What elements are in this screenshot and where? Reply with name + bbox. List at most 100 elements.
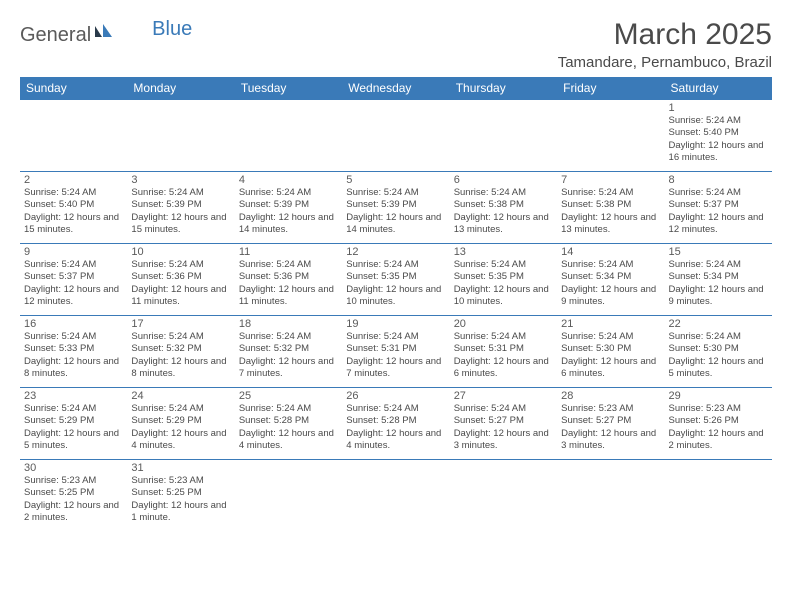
day-number: 10 xyxy=(131,246,230,258)
day-info: Sunrise: 5:24 AMSunset: 5:36 PMDaylight:… xyxy=(239,259,338,308)
day-number: 18 xyxy=(239,318,338,330)
calendar-row: 2Sunrise: 5:24 AMSunset: 5:40 PMDaylight… xyxy=(20,172,772,244)
day-number: 29 xyxy=(669,390,768,402)
day-number: 12 xyxy=(346,246,445,258)
calendar-cell: 13Sunrise: 5:24 AMSunset: 5:35 PMDayligh… xyxy=(450,244,557,316)
day-number: 26 xyxy=(346,390,445,402)
month-title: March 2025 xyxy=(558,18,772,52)
calendar-row: 1Sunrise: 5:24 AMSunset: 5:40 PMDaylight… xyxy=(20,100,772,172)
day-info: Sunrise: 5:24 AMSunset: 5:31 PMDaylight:… xyxy=(346,331,445,380)
day-number: 16 xyxy=(24,318,123,330)
day-info: Sunrise: 5:24 AMSunset: 5:40 PMDaylight:… xyxy=(669,115,768,164)
calendar-cell: 20Sunrise: 5:24 AMSunset: 5:31 PMDayligh… xyxy=(450,316,557,388)
calendar-cell xyxy=(342,460,449,532)
day-header: Sunday xyxy=(20,77,127,100)
title-block: March 2025 Tamandare, Pernambuco, Brazil xyxy=(558,18,772,71)
location: Tamandare, Pernambuco, Brazil xyxy=(558,54,772,71)
day-number: 5 xyxy=(346,174,445,186)
calendar-cell: 19Sunrise: 5:24 AMSunset: 5:31 PMDayligh… xyxy=(342,316,449,388)
day-number: 9 xyxy=(24,246,123,258)
calendar-cell: 18Sunrise: 5:24 AMSunset: 5:32 PMDayligh… xyxy=(235,316,342,388)
calendar-cell xyxy=(665,460,772,532)
calendar-cell: 10Sunrise: 5:24 AMSunset: 5:36 PMDayligh… xyxy=(127,244,234,316)
calendar-cell: 3Sunrise: 5:24 AMSunset: 5:39 PMDaylight… xyxy=(127,172,234,244)
calendar-cell xyxy=(235,460,342,532)
header: GeneralBlue March 2025 Tamandare, Pernam… xyxy=(20,18,772,71)
calendar-cell: 17Sunrise: 5:24 AMSunset: 5:32 PMDayligh… xyxy=(127,316,234,388)
day-info: Sunrise: 5:24 AMSunset: 5:40 PMDaylight:… xyxy=(24,187,123,236)
day-info: Sunrise: 5:24 AMSunset: 5:28 PMDaylight:… xyxy=(346,403,445,452)
day-info: Sunrise: 5:24 AMSunset: 5:28 PMDaylight:… xyxy=(239,403,338,452)
day-header: Tuesday xyxy=(235,77,342,100)
day-header: Friday xyxy=(557,77,664,100)
calendar-table: SundayMondayTuesdayWednesdayThursdayFrid… xyxy=(20,77,772,532)
day-number: 1 xyxy=(669,102,768,114)
day-number: 6 xyxy=(454,174,553,186)
day-header: Saturday xyxy=(665,77,772,100)
day-info: Sunrise: 5:24 AMSunset: 5:32 PMDaylight:… xyxy=(239,331,338,380)
day-number: 27 xyxy=(454,390,553,402)
calendar-cell: 16Sunrise: 5:24 AMSunset: 5:33 PMDayligh… xyxy=(20,316,127,388)
calendar-cell xyxy=(450,100,557,172)
day-header: Wednesday xyxy=(342,77,449,100)
day-number: 4 xyxy=(239,174,338,186)
day-info: Sunrise: 5:24 AMSunset: 5:32 PMDaylight:… xyxy=(131,331,230,380)
day-number: 30 xyxy=(24,462,123,474)
day-info: Sunrise: 5:23 AMSunset: 5:25 PMDaylight:… xyxy=(131,475,230,524)
calendar-row: 9Sunrise: 5:24 AMSunset: 5:37 PMDaylight… xyxy=(20,244,772,316)
logo-sail-icon xyxy=(93,22,113,45)
calendar-cell: 23Sunrise: 5:24 AMSunset: 5:29 PMDayligh… xyxy=(20,388,127,460)
calendar-cell: 14Sunrise: 5:24 AMSunset: 5:34 PMDayligh… xyxy=(557,244,664,316)
day-info: Sunrise: 5:24 AMSunset: 5:30 PMDaylight:… xyxy=(561,331,660,380)
calendar-cell: 29Sunrise: 5:23 AMSunset: 5:26 PMDayligh… xyxy=(665,388,772,460)
day-info: Sunrise: 5:24 AMSunset: 5:38 PMDaylight:… xyxy=(454,187,553,236)
day-info: Sunrise: 5:24 AMSunset: 5:37 PMDaylight:… xyxy=(669,187,768,236)
calendar-cell xyxy=(235,100,342,172)
calendar-cell: 21Sunrise: 5:24 AMSunset: 5:30 PMDayligh… xyxy=(557,316,664,388)
day-header: Monday xyxy=(127,77,234,100)
day-info: Sunrise: 5:24 AMSunset: 5:36 PMDaylight:… xyxy=(131,259,230,308)
day-info: Sunrise: 5:24 AMSunset: 5:29 PMDaylight:… xyxy=(131,403,230,452)
day-info: Sunrise: 5:24 AMSunset: 5:35 PMDaylight:… xyxy=(454,259,553,308)
day-info: Sunrise: 5:24 AMSunset: 5:30 PMDaylight:… xyxy=(669,331,768,380)
day-info: Sunrise: 5:24 AMSunset: 5:34 PMDaylight:… xyxy=(561,259,660,308)
day-number: 17 xyxy=(131,318,230,330)
day-number: 19 xyxy=(346,318,445,330)
logo: GeneralBlue xyxy=(20,18,192,47)
calendar-row: 23Sunrise: 5:24 AMSunset: 5:29 PMDayligh… xyxy=(20,388,772,460)
calendar-cell: 4Sunrise: 5:24 AMSunset: 5:39 PMDaylight… xyxy=(235,172,342,244)
calendar-cell: 30Sunrise: 5:23 AMSunset: 5:25 PMDayligh… xyxy=(20,460,127,532)
calendar-cell xyxy=(450,460,557,532)
calendar-cell: 22Sunrise: 5:24 AMSunset: 5:30 PMDayligh… xyxy=(665,316,772,388)
calendar-cell: 15Sunrise: 5:24 AMSunset: 5:34 PMDayligh… xyxy=(665,244,772,316)
day-info: Sunrise: 5:24 AMSunset: 5:39 PMDaylight:… xyxy=(239,187,338,236)
day-number: 23 xyxy=(24,390,123,402)
logo-text-general: General xyxy=(20,24,91,47)
day-number: 22 xyxy=(669,318,768,330)
day-number: 8 xyxy=(669,174,768,186)
day-number: 20 xyxy=(454,318,553,330)
day-info: Sunrise: 5:24 AMSunset: 5:29 PMDaylight:… xyxy=(24,403,123,452)
day-info: Sunrise: 5:23 AMSunset: 5:25 PMDaylight:… xyxy=(24,475,123,524)
calendar-cell: 7Sunrise: 5:24 AMSunset: 5:38 PMDaylight… xyxy=(557,172,664,244)
day-info: Sunrise: 5:24 AMSunset: 5:33 PMDaylight:… xyxy=(24,331,123,380)
calendar-cell: 6Sunrise: 5:24 AMSunset: 5:38 PMDaylight… xyxy=(450,172,557,244)
calendar-cell: 12Sunrise: 5:24 AMSunset: 5:35 PMDayligh… xyxy=(342,244,449,316)
day-number: 21 xyxy=(561,318,660,330)
calendar-cell: 31Sunrise: 5:23 AMSunset: 5:25 PMDayligh… xyxy=(127,460,234,532)
day-number: 7 xyxy=(561,174,660,186)
calendar-cell: 5Sunrise: 5:24 AMSunset: 5:39 PMDaylight… xyxy=(342,172,449,244)
calendar-cell: 2Sunrise: 5:24 AMSunset: 5:40 PMDaylight… xyxy=(20,172,127,244)
calendar-cell: 28Sunrise: 5:23 AMSunset: 5:27 PMDayligh… xyxy=(557,388,664,460)
day-header: Thursday xyxy=(450,77,557,100)
calendar-cell: 9Sunrise: 5:24 AMSunset: 5:37 PMDaylight… xyxy=(20,244,127,316)
day-info: Sunrise: 5:24 AMSunset: 5:35 PMDaylight:… xyxy=(346,259,445,308)
day-number: 2 xyxy=(24,174,123,186)
calendar-cell xyxy=(557,460,664,532)
day-number: 15 xyxy=(669,246,768,258)
calendar-cell: 8Sunrise: 5:24 AMSunset: 5:37 PMDaylight… xyxy=(665,172,772,244)
calendar-cell xyxy=(342,100,449,172)
day-info: Sunrise: 5:24 AMSunset: 5:39 PMDaylight:… xyxy=(346,187,445,236)
day-info: Sunrise: 5:23 AMSunset: 5:27 PMDaylight:… xyxy=(561,403,660,452)
calendar-cell xyxy=(127,100,234,172)
